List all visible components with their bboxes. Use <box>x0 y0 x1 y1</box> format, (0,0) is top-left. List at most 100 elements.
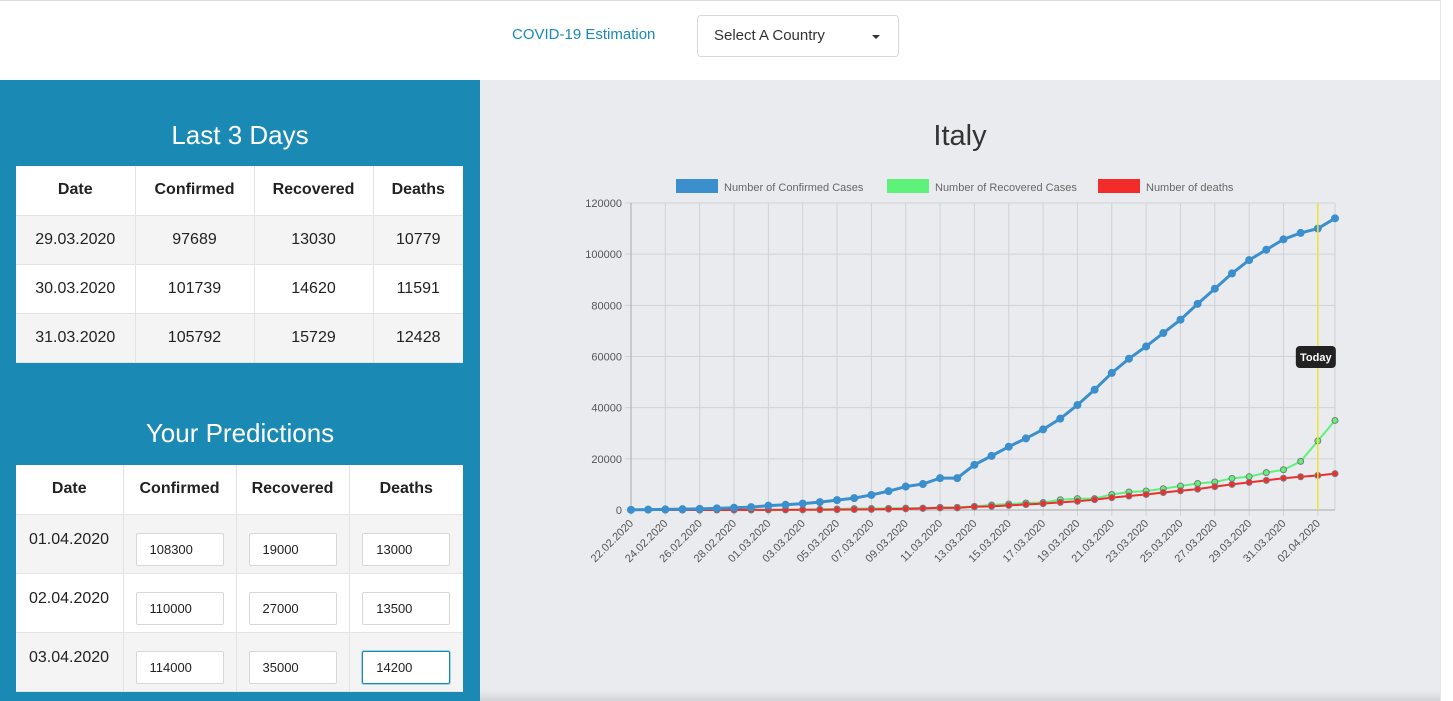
table-row: 01.04.2020 <box>16 514 463 574</box>
data-point <box>1262 469 1270 477</box>
recovered-input[interactable] <box>248 532 337 566</box>
table-row: 03.04.2020 <box>16 632 463 692</box>
cell-date: 30.03.2020 <box>16 264 136 314</box>
data-point <box>850 494 859 503</box>
line-chart: 22.02.202024.02.202026.02.202028.02.2020… <box>585 179 1339 565</box>
data-point <box>1262 245 1271 254</box>
cell-date: 02.04.2020 <box>16 573 124 633</box>
data-point <box>1227 269 1236 278</box>
data-point <box>1228 474 1236 482</box>
cell-confirmed <box>123 514 237 574</box>
data-point <box>1194 479 1202 487</box>
data-point <box>867 505 875 513</box>
data-point <box>1245 478 1253 486</box>
cell-recovered <box>236 632 350 692</box>
confirmed-input[interactable] <box>135 650 224 684</box>
data-point <box>936 474 945 483</box>
bottom-shadow <box>480 690 1440 701</box>
table-row: 31.03.2020 105792 15729 12428 <box>16 313 463 363</box>
data-point <box>1296 228 1305 237</box>
table-row: 02.04.2020 <box>16 573 463 633</box>
data-point <box>627 505 635 514</box>
data-point <box>885 505 893 513</box>
cell-deaths <box>349 573 463 633</box>
confirmed-input[interactable] <box>135 591 224 625</box>
chart-title: Italy <box>933 120 987 152</box>
data-point <box>988 502 996 510</box>
data-point <box>1176 315 1185 324</box>
deaths-input[interactable] <box>362 591 451 625</box>
cell-date: 01.04.2020 <box>16 514 124 574</box>
cell-date: 29.03.2020 <box>16 215 136 265</box>
cell-deaths <box>349 632 463 692</box>
data-point <box>867 490 876 499</box>
data-point <box>816 506 824 514</box>
data-point <box>1039 500 1047 508</box>
data-point <box>730 503 739 512</box>
brand-link[interactable]: COVID-19 Estimation <box>512 26 656 43</box>
recovered-input[interactable] <box>248 650 337 684</box>
data-point <box>1297 473 1305 481</box>
column-header-deaths: Deaths <box>349 465 463 515</box>
cell-recovered <box>236 573 350 633</box>
column-header-date: Date <box>16 166 136 216</box>
cell-confirmed <box>123 632 237 692</box>
legend-label: Number of deaths <box>1146 182 1234 194</box>
data-point <box>1022 500 1030 508</box>
cell-confirmed: 101739 <box>135 264 255 314</box>
deaths-input[interactable] <box>362 532 451 566</box>
data-point <box>1176 487 1184 495</box>
confirmed-input[interactable] <box>135 532 224 566</box>
data-point <box>1210 284 1219 293</box>
data-point <box>1331 416 1339 424</box>
legend-swatch <box>676 179 718 193</box>
column-header-confirmed: Confirmed <box>123 465 237 515</box>
deaths-input[interactable] <box>362 650 451 684</box>
table-header-row: Date Confirmed Recovered Deaths <box>16 465 463 515</box>
data-point <box>1194 485 1202 493</box>
column-header-deaths: Deaths <box>373 166 463 216</box>
recovered-input[interactable] <box>248 591 337 625</box>
data-point <box>1108 494 1116 502</box>
cell-recovered: 13030 <box>254 215 374 265</box>
y-tick-label: 60000 <box>591 352 622 364</box>
data-point <box>1245 473 1253 481</box>
data-point <box>1090 385 1099 394</box>
legend-label: Number of Confirmed Cases <box>724 182 864 194</box>
table-row: 29.03.2020 97689 13030 10779 <box>16 215 463 265</box>
data-point <box>918 480 927 489</box>
cell-deaths: 10779 <box>373 215 463 265</box>
y-tick-label: 120000 <box>585 198 622 210</box>
legend-swatch <box>887 179 929 193</box>
country-select[interactable]: Select A Country <box>697 15 899 57</box>
country-select-value: Select A Country <box>714 27 825 44</box>
data-point <box>1056 414 1065 423</box>
data-point <box>764 501 773 510</box>
data-point <box>953 504 961 512</box>
data-point <box>1073 497 1081 505</box>
data-point <box>1107 368 1116 377</box>
data-point <box>833 496 842 505</box>
data-point <box>970 460 979 469</box>
data-point <box>1228 480 1236 488</box>
data-point <box>970 503 978 511</box>
cell-confirmed: 97689 <box>135 215 255 265</box>
last-days-table: Date Confirmed Recovered Deaths 29.03.20… <box>16 166 463 363</box>
stats-panel: Last 3 Days Date Confirmed Recovered Dea… <box>0 80 480 701</box>
legend-swatch <box>1098 179 1140 193</box>
cell-confirmed <box>123 573 237 633</box>
series-line <box>630 217 1336 512</box>
data-point <box>1159 489 1167 497</box>
cell-recovered <box>236 514 350 574</box>
cell-deaths: 11591 <box>373 264 463 314</box>
data-point <box>936 504 944 512</box>
data-point <box>902 505 910 513</box>
y-tick-label: 100000 <box>585 249 622 261</box>
cell-recovered: 15729 <box>254 313 374 363</box>
predictions-title: Your Predictions <box>145 418 335 448</box>
data-point <box>1005 501 1013 509</box>
cell-date: 31.03.2020 <box>16 313 136 363</box>
data-point <box>833 506 841 514</box>
data-point <box>1073 401 1082 410</box>
data-point <box>1124 354 1133 363</box>
